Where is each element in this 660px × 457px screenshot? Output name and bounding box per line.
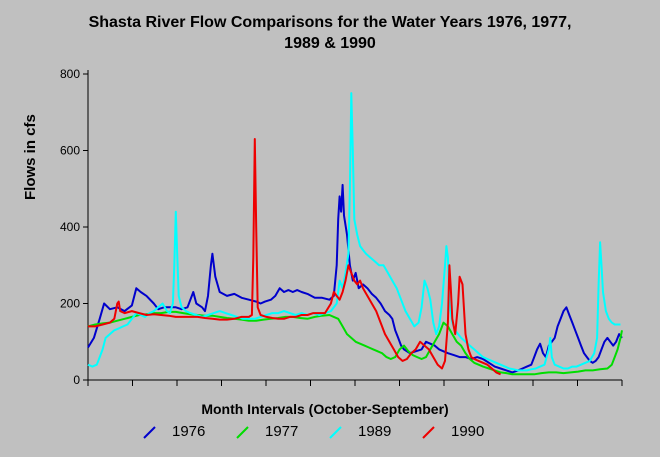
chart-title-line-1: Shasta River Flow Comparisons for the Wa… (88, 14, 572, 31)
y-tick-label: 800 (60, 67, 80, 81)
legend-swatch-icon (236, 426, 249, 439)
x-axis-label: Month Intervals (October-September) (201, 401, 449, 417)
y-tick-label: 600 (60, 144, 80, 158)
series-line-1990 (88, 138, 501, 376)
series-line-1989 (87, 92, 621, 372)
series-line-1976 (87, 183, 623, 374)
legend-label: 1989 (358, 423, 392, 440)
y-tick-label: 0 (73, 373, 80, 387)
legend-label: 1976 (172, 423, 206, 440)
chart-title-line-2: 1989 & 1990 (284, 35, 376, 52)
chart-title: Shasta River Flow Comparisons for the Wa… (0, 12, 660, 54)
legend-label: 1990 (451, 423, 485, 440)
legend: 1976 1977 1989 1990 (0, 421, 660, 445)
legend-swatch-icon (329, 426, 342, 439)
legend-label: 1977 (265, 423, 299, 440)
legend-swatch-icon (143, 426, 156, 439)
y-tick-label: 200 (60, 297, 80, 311)
legend-swatch-icon (422, 426, 435, 439)
y-tick-label: 400 (60, 220, 80, 234)
